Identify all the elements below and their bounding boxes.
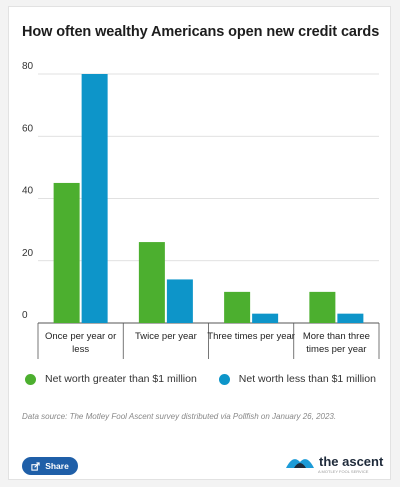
legend-label: Net worth greater than $1 million bbox=[45, 373, 197, 385]
share-label: Share bbox=[45, 461, 69, 471]
share-icon bbox=[31, 461, 40, 471]
bar-over-1m bbox=[53, 182, 80, 323]
chart-card: How often wealthy Americans open new cre… bbox=[8, 6, 391, 480]
brand-tagline: A MOTLEY FOOL SERVICE bbox=[318, 469, 369, 474]
chart-legend: Net worth greater than $1 million Net wo… bbox=[9, 373, 392, 385]
x-tick-label: less bbox=[72, 344, 89, 355]
legend-swatch-green bbox=[25, 373, 37, 385]
bar-under-1m bbox=[252, 313, 279, 323]
x-tick-label: More than three bbox=[303, 331, 370, 342]
legend-label: Net worth less than $1 million bbox=[238, 373, 376, 385]
brand-logo[interactable]: the ascent A MOTLEY FOOL SERVICE bbox=[285, 452, 384, 474]
bar-under-1m bbox=[166, 279, 193, 323]
bar-under-1m bbox=[81, 74, 108, 323]
bar-under-1m bbox=[337, 313, 364, 323]
chart-title: How often wealthy Americans open new cre… bbox=[22, 24, 380, 40]
y-tick-label: 60 bbox=[22, 123, 34, 134]
legend-item-over-1m: Net worth greater than $1 million bbox=[25, 373, 197, 385]
y-tick-label: 20 bbox=[22, 248, 34, 259]
ascent-logo-icon bbox=[286, 459, 314, 468]
y-tick-label: 40 bbox=[22, 186, 34, 197]
data-source-note: Data source: The Motley Fool Ascent surv… bbox=[22, 412, 337, 421]
y-tick-label: 0 bbox=[22, 310, 28, 321]
bar-over-1m bbox=[224, 291, 251, 323]
bar-over-1m bbox=[138, 242, 165, 323]
brand-name: the ascent bbox=[319, 453, 384, 469]
x-tick-label: times per year bbox=[306, 344, 366, 355]
x-tick-label: Three times per year bbox=[207, 331, 295, 342]
x-tick-label: Once per year or bbox=[45, 331, 116, 342]
legend-swatch-blue bbox=[218, 373, 230, 385]
x-tick-label: Twice per year bbox=[135, 331, 197, 342]
bar-over-1m bbox=[309, 291, 336, 323]
y-tick-label: 80 bbox=[22, 61, 34, 72]
bar-chart: 0 20 40 60 80 Once per year or less Twice per y… bbox=[22, 61, 380, 359]
legend-item-under-1m: Net worth less than $1 million bbox=[218, 373, 376, 385]
share-button[interactable]: Share bbox=[22, 457, 78, 475]
